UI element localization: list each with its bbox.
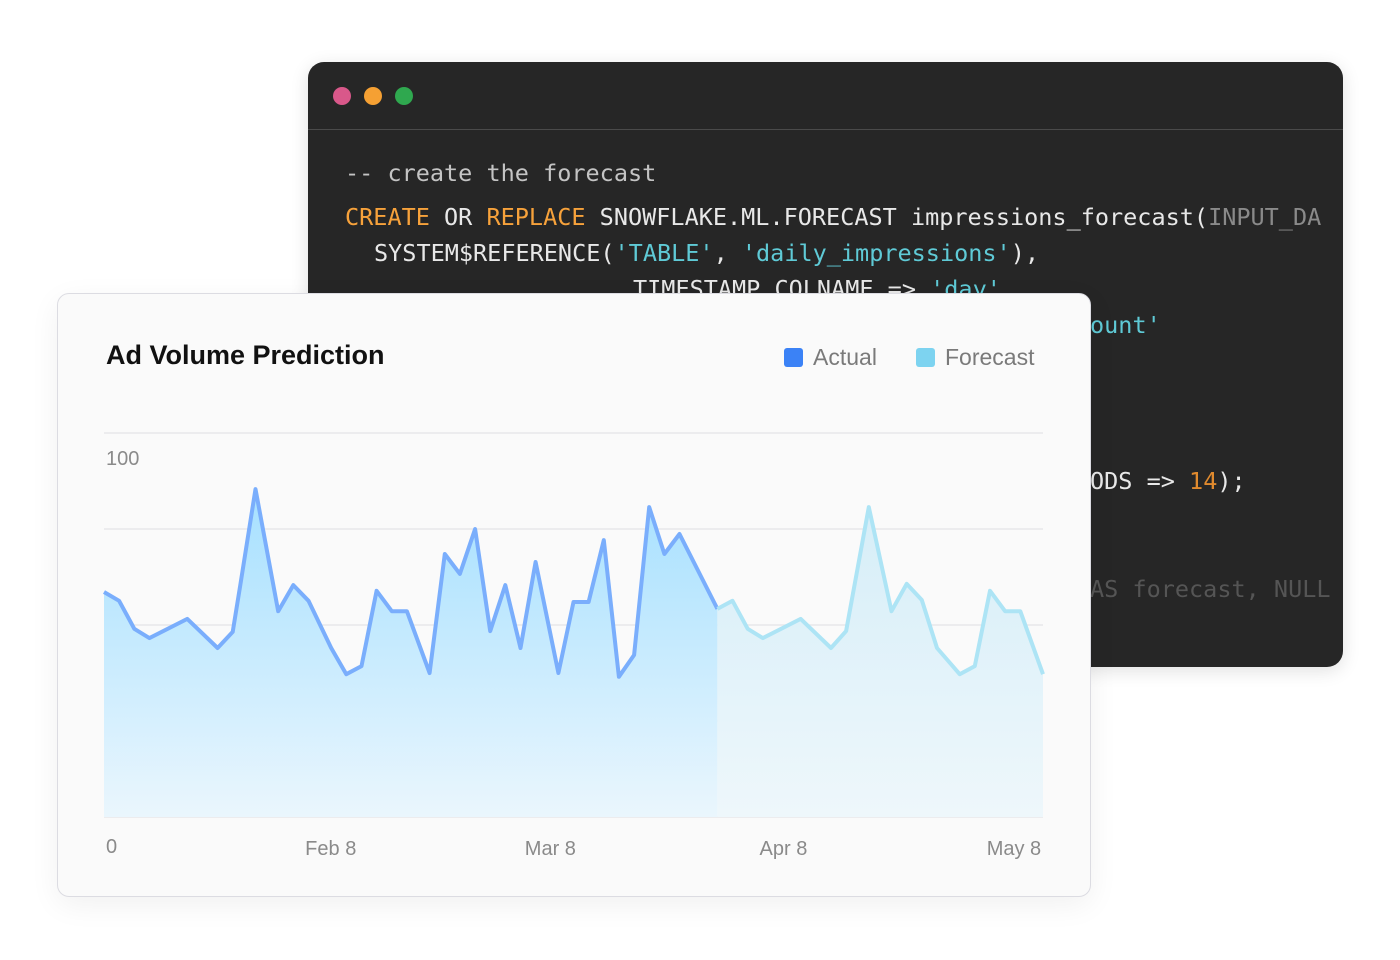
- code-text: SNOWFLAKE.ML.FORECAST impressions_foreca…: [585, 203, 1209, 231]
- keyword: REPLACE: [486, 203, 586, 231]
- minimize-dot-icon[interactable]: [364, 87, 382, 105]
- legend-swatch: [916, 348, 935, 367]
- code-text: OR: [429, 203, 487, 231]
- maximize-dot-icon[interactable]: [395, 87, 413, 105]
- legend-swatch: [784, 348, 803, 367]
- code-line-2: SYSTEM$REFERENCE('TABLE', 'daily_impress…: [374, 239, 1039, 267]
- string: 'daily_impressions': [741, 239, 1011, 267]
- x-tick-label: Feb 8: [305, 838, 357, 860]
- x-tick-label: Mar 8: [524, 838, 576, 860]
- series-line-forecast: [716, 505, 1045, 677]
- code-text: ODS =>: [1090, 467, 1190, 495]
- y-tick-label: 0: [106, 836, 118, 858]
- code-comment: -- create the forecast: [345, 159, 657, 187]
- chart-title: Ad Volume Prediction: [106, 340, 385, 370]
- area-fill-actual: [104, 489, 718, 817]
- x-tick-label: May 8: [986, 838, 1042, 860]
- number: 14: [1189, 467, 1218, 495]
- y-tick-label: 100: [106, 448, 140, 470]
- code-line-4: ount': [1090, 311, 1161, 339]
- close-dot-icon[interactable]: [333, 87, 351, 105]
- area-fill-forecast: [717, 507, 1043, 817]
- code-text: );: [1217, 467, 1246, 495]
- code-line-5: ODS => 14);: [1090, 467, 1246, 495]
- legend-item-actual[interactable]: Actual: [784, 344, 877, 371]
- legend-label: Actual: [813, 344, 877, 370]
- code-text: SYSTEM$REFERENCE(: [374, 239, 615, 267]
- series-line-actual: [102, 487, 720, 679]
- legend-label: Forecast: [945, 344, 1035, 370]
- keyword: CREATE: [345, 203, 430, 231]
- legend-item-forecast[interactable]: Forecast: [916, 344, 1034, 371]
- code-line-6: AS forecast, NULL: [1090, 575, 1331, 603]
- code-line-1: CREATE OR REPLACE SNOWFLAKE.ML.FORECAST …: [345, 203, 1322, 231]
- string: 'TABLE': [614, 239, 714, 267]
- window-titlebar: [308, 62, 1343, 130]
- code-text: ),: [1010, 239, 1039, 267]
- code-text: ,: [713, 239, 742, 267]
- x-tick-label: Apr 8: [759, 838, 808, 860]
- code-text: INPUT_DA: [1208, 203, 1322, 231]
